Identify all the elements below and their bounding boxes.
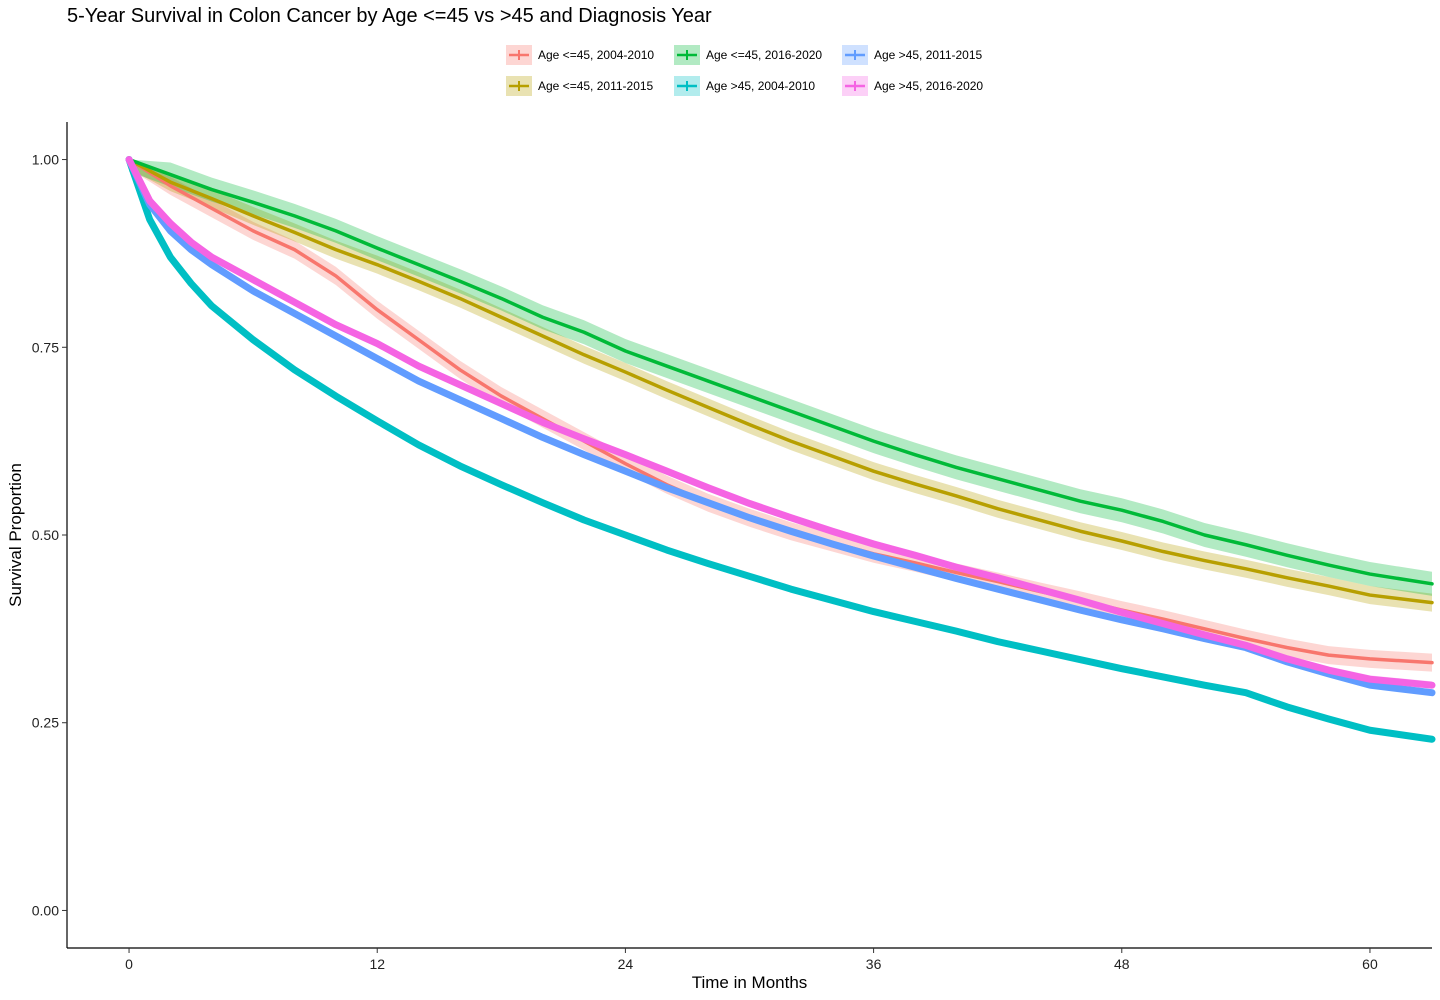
legend-label: Age >45, 2011-2015 (874, 48, 983, 62)
legend-key (674, 45, 700, 65)
legend-item: Age <=45, 2004-2010 (506, 44, 654, 66)
legend-label: Age >45, 2016-2020 (874, 79, 984, 93)
confidence-bands (129, 159, 1433, 742)
legend-item: Age >45, 2011-2015 (842, 44, 982, 66)
y-tick-label: 0.25 (32, 715, 59, 731)
survival-curves (125, 156, 1436, 743)
legend-item: Age <=45, 2011-2015 (506, 75, 653, 97)
y-tick-label: 1.00 (32, 152, 59, 168)
axes: 0 12 24 36 48 60 0.00 0.25 0.50 0.75 1.00 Time in M… (6, 122, 1432, 992)
legend-label: Age <=45, 2016-2020 (706, 48, 823, 62)
legend-label: Age <=45, 2004-2010 (538, 48, 655, 62)
series-line-4 (125, 156, 1436, 697)
ci-band-2 (129, 159, 1433, 596)
legend-key (842, 45, 868, 65)
legend-key (842, 76, 868, 96)
legend-item: Age <=45, 2016-2020 (674, 44, 822, 66)
y-axis-title: Survival Proportion (6, 463, 25, 607)
series-line-1 (127, 157, 1434, 605)
chart-title: 5-Year Survival in Colon Cancer by Age <… (67, 5, 712, 27)
legend-label: Age <=45, 2011-2015 (538, 79, 654, 93)
x-tick-label: 36 (866, 956, 882, 972)
y-tick-label: 0.50 (32, 527, 59, 543)
series-line-5 (125, 156, 1436, 689)
legend-label: Age >45, 2004-2010 (706, 79, 816, 93)
y-tick-label: 0.75 (32, 339, 59, 355)
legend-item: Age >45, 2016-2020 (842, 75, 983, 97)
legend-key (506, 76, 532, 96)
series-line-2 (127, 157, 1434, 586)
x-tick-label: 12 (369, 956, 385, 972)
x-tick-label: 24 (618, 956, 634, 972)
x-tick-label: 60 (1362, 956, 1378, 972)
legend-key (674, 76, 700, 96)
x-tick-label: 48 (1114, 956, 1130, 972)
legend-key (506, 45, 532, 65)
y-tick-label: 0.00 (32, 902, 59, 918)
series-line-3 (125, 156, 1436, 743)
legend-item: Age >45, 2004-2010 (674, 75, 815, 97)
x-axis-title: Time in Months (692, 973, 808, 992)
x-tick-label: 0 (125, 956, 133, 972)
